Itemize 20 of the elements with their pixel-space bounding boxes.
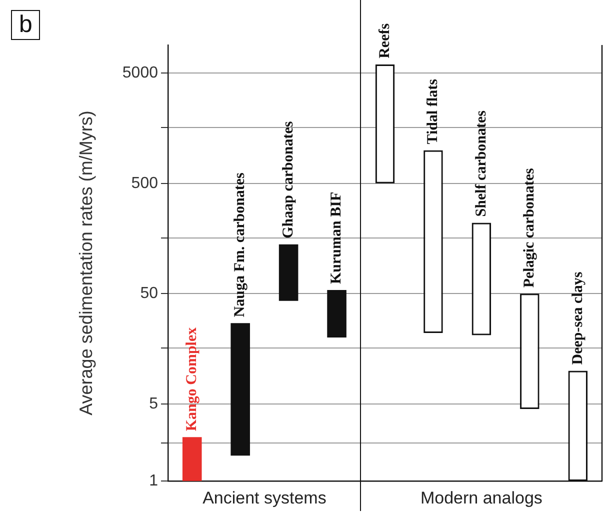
- chart-title: b: [11, 10, 40, 40]
- x-tick-label: Kango Complex: [184, 326, 200, 432]
- x-tick-label: Reefs: [376, 23, 393, 58]
- text: Ancient systems: [202, 488, 326, 508]
- y-tick-label: 5000: [122, 64, 158, 82]
- x-tick-label: Pelagic carbonates: [522, 168, 538, 288]
- y-tick-label: 500: [131, 174, 158, 192]
- y-axis-title: Average sedimentation rates (m/Myrs): [76, 110, 96, 416]
- x-tick-label: Ghaap carbonates: [280, 121, 296, 238]
- bar: [327, 290, 346, 338]
- x-tick-label: Deep-sea clays: [570, 272, 586, 365]
- text: Modern analogs: [420, 488, 542, 508]
- y-tick-label: 5: [149, 395, 158, 412]
- y-tick-label: 50: [140, 285, 158, 302]
- x-tick-label: Kuruman BIF: [328, 192, 345, 284]
- bar: [230, 323, 250, 456]
- x-tick-label: Nauga Fm. carbonates: [232, 172, 248, 318]
- x-tick-label: Tidal flats: [425, 78, 442, 144]
- x-tick-label: Shelf carbonates: [473, 110, 490, 217]
- y-tick-label: 1: [149, 472, 158, 490]
